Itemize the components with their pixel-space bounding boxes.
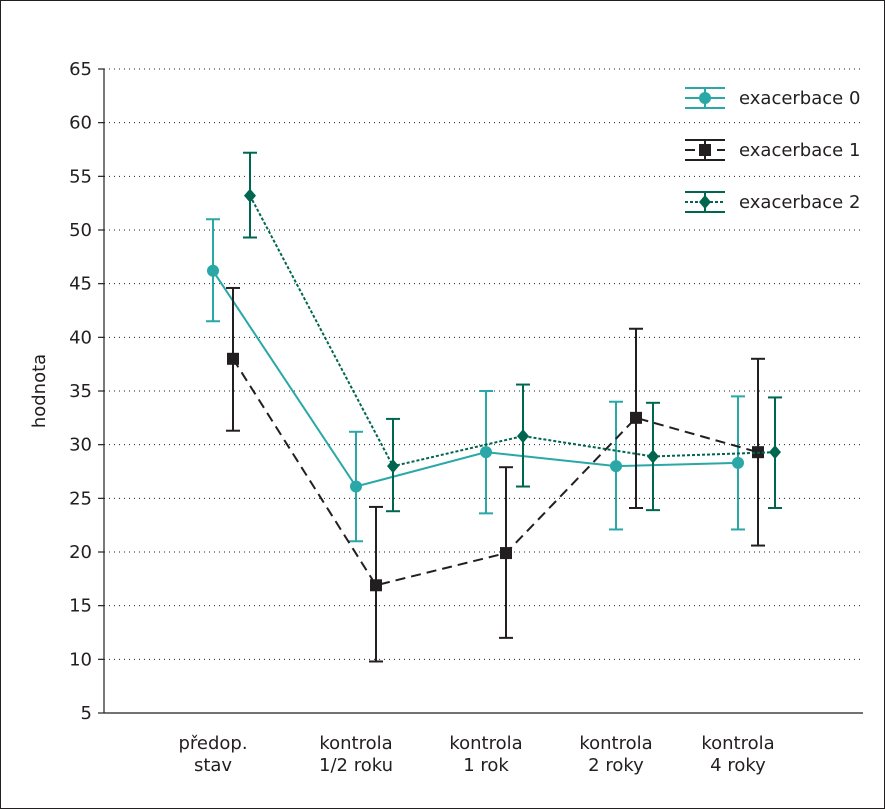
series-line	[249, 195, 776, 468]
legend-item-2: exacerbace 2	[685, 191, 860, 213]
series-1	[226, 286, 765, 663]
y-tick-label: 60	[69, 113, 92, 134]
x-category-label-line: kontrola	[319, 733, 392, 754]
x-category-label-line: kontrola	[701, 733, 774, 754]
x-category-label: předop. stav	[178, 733, 247, 776]
legend-label: exacerbace 2	[739, 192, 860, 213]
y-tick-label: 25	[69, 488, 92, 509]
legend-item-1: exacerbace 1	[685, 139, 860, 161]
x-category-label-line: 4 roky	[710, 755, 766, 776]
data-point	[647, 449, 659, 464]
y-tick-label: 40	[69, 327, 92, 348]
data-point	[699, 195, 711, 209]
x-category-label: kontrola 1 rok	[449, 733, 522, 776]
legend-label: exacerbace 1	[739, 140, 860, 161]
y-tick-labels: 5 10 15 20 25 30 35 40 45 50 55 60 65	[69, 59, 92, 724]
x-category-label: kontrola 4 roky	[701, 733, 774, 776]
data-point	[370, 579, 382, 592]
y-tick-label: 15	[69, 596, 92, 617]
x-category-label: kontrola 1/2 roku	[319, 733, 393, 776]
x-category-label-line: 1/2 roku	[319, 755, 393, 776]
y-tick-label: 55	[69, 166, 92, 187]
y-tick-label: 65	[69, 59, 92, 80]
legend-item-0: exacerbace 0	[685, 87, 860, 109]
data-point	[630, 411, 642, 424]
data-point	[244, 188, 256, 203]
legend-label: exacerbace 0	[739, 88, 860, 109]
series-layer	[206, 151, 782, 663]
x-category-label: kontrola 2 roky	[579, 733, 652, 776]
data-point	[207, 264, 219, 277]
legend: exacerbace 0 exacerbace 1 exacerbace 2	[685, 87, 860, 213]
series-0	[206, 218, 745, 543]
x-category-label-line: kontrola	[579, 733, 652, 754]
data-point	[350, 480, 362, 493]
y-tick-label: 30	[69, 435, 92, 456]
data-point	[769, 445, 781, 460]
data-point	[500, 547, 512, 560]
series-line	[212, 270, 739, 488]
x-category-label-line: kontrola	[449, 733, 522, 754]
data-point	[610, 460, 622, 473]
x-category-label-line: 1 rok	[463, 755, 509, 776]
x-category-label-line: stav	[194, 755, 232, 776]
data-point	[480, 446, 492, 459]
y-tick-label: 10	[69, 649, 92, 670]
data-point	[517, 429, 529, 444]
y-tick-label: 5	[81, 703, 92, 724]
axes	[98, 68, 863, 714]
series-line	[232, 358, 759, 587]
series-2	[243, 151, 782, 513]
x-category-label-line: předop.	[178, 733, 247, 754]
y-tick-label: 45	[69, 274, 92, 295]
data-point	[387, 459, 399, 474]
y-axis-title: hodnota	[29, 354, 50, 428]
data-point	[699, 92, 711, 104]
y-tick-label: 50	[69, 220, 92, 241]
data-point	[227, 352, 239, 365]
data-point	[732, 456, 744, 469]
y-tick-label: 35	[69, 381, 92, 402]
y-tick-label: 20	[69, 542, 92, 563]
x-category-label-line: 2 roky	[588, 755, 644, 776]
data-point	[699, 144, 711, 156]
